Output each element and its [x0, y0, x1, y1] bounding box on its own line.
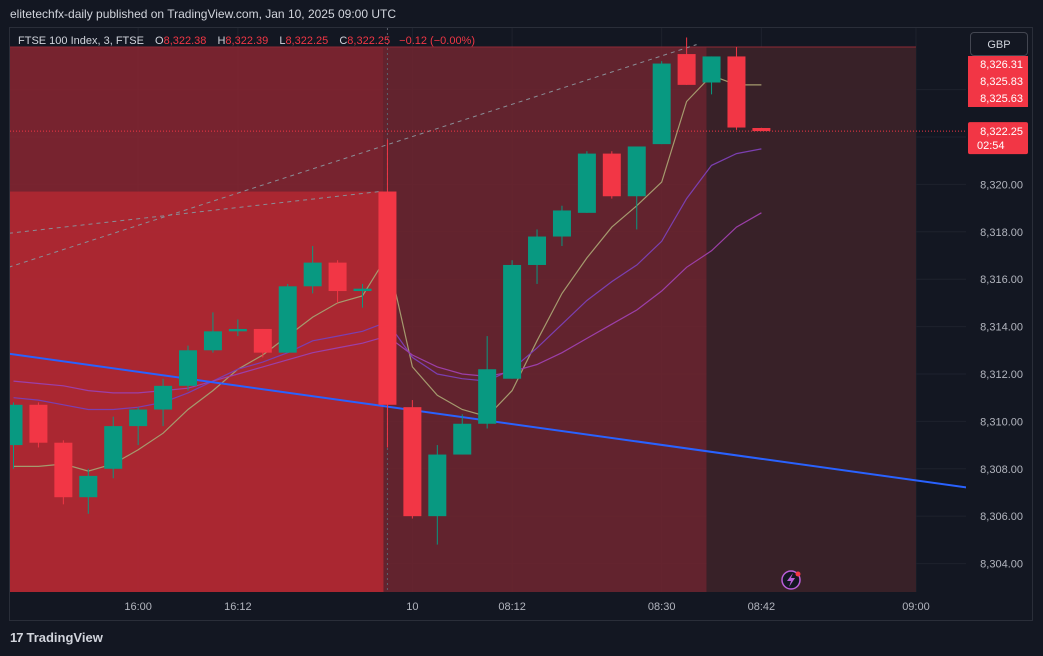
symbol-name: FTSE 100 Index, 3, FTSE: [18, 35, 144, 47]
candle-body: [29, 404, 48, 443]
symbol-legend: FTSE 100 Index, 3, FTSE O8,322.38 H8,322…: [18, 35, 475, 47]
candle-body: [702, 56, 721, 83]
price-tag-label: 8,325.63: [980, 93, 1023, 105]
price-axis-label: 8,316.00: [980, 274, 1023, 286]
candle-body: [303, 262, 322, 287]
price-axis-label: 8,306.00: [980, 511, 1023, 523]
time-axis-label: 09:00: [902, 601, 930, 613]
open-label: O: [155, 35, 164, 47]
price-axis-label: 8,310.00: [980, 416, 1023, 428]
high-value: 8,322.39: [225, 35, 269, 47]
price-tag: [968, 90, 1028, 107]
last-price-tag: [968, 122, 1028, 155]
candle-body: [328, 262, 347, 292]
plot-area: [10, 28, 966, 592]
change-value: −0.12 (−0.00%): [399, 35, 476, 47]
close-value: 8,322.25: [347, 35, 391, 47]
candle-body: [528, 236, 547, 265]
candle-body: [453, 423, 472, 455]
candle-body: [752, 128, 771, 132]
brand-name: TradingView: [26, 630, 103, 645]
price-axis-label: 8,314.00: [980, 322, 1023, 334]
candle-body: [652, 63, 671, 145]
time-axis-label: 16:00: [124, 601, 152, 613]
highlight-zone: [706, 46, 916, 592]
price-tag-label: 8,325.83: [980, 76, 1023, 88]
candle-body: [552, 210, 571, 237]
candle-body: [577, 153, 596, 213]
candle-body: [503, 264, 522, 379]
candle-body: [228, 328, 247, 332]
candle-body: [253, 328, 272, 353]
candle-body: [378, 191, 397, 405]
low-value: 8,322.25: [285, 35, 329, 47]
chart-frame: [9, 27, 1033, 621]
high-label: H: [217, 35, 226, 47]
candle-body: [478, 369, 497, 424]
candle-body: [104, 426, 123, 469]
candle-body: [278, 286, 297, 353]
price-tag: [968, 56, 1028, 73]
dashed-projection-line: [10, 44, 697, 268]
price-axis-label: 8,312.00: [980, 369, 1023, 381]
candle-body: [403, 407, 422, 517]
countdown-label: 02:54: [977, 140, 1005, 152]
open-value: 8,322.38: [163, 35, 207, 47]
highlight-zone: [10, 191, 384, 592]
notification-dot: [795, 571, 801, 577]
time-axis-label: 10: [406, 601, 418, 613]
candle-body: [727, 56, 746, 128]
currency-button[interactable]: GBP: [970, 32, 1028, 56]
tradingview-logo-icon: 17: [10, 630, 24, 645]
candle-body: [79, 475, 98, 498]
highlight-zone: [10, 46, 384, 192]
low-label: L: [279, 35, 286, 47]
candle-body: [203, 331, 222, 351]
time-axis-label: 08:30: [648, 601, 676, 613]
candle-body: [428, 454, 447, 517]
publish-caption: elitetechfx-daily published on TradingVi…: [10, 7, 397, 21]
lightning-icon-bolt: [787, 573, 795, 587]
time-axis-label: 08:12: [498, 601, 526, 613]
candle-body: [129, 409, 148, 427]
candle-body: [10, 404, 23, 446]
last-price-label: 8,322.25: [980, 126, 1023, 138]
candle-body: [627, 146, 646, 197]
time-axis-label: 08:42: [748, 601, 776, 613]
candle-body: [154, 385, 173, 410]
price-tag-label: 8,326.31: [980, 59, 1023, 71]
close-label: C: [339, 35, 348, 47]
price-axis-label: 8,320.00: [980, 179, 1023, 191]
tradingview-logo[interactable]: 17 TradingView: [10, 630, 103, 645]
candle-body: [677, 54, 696, 85]
candle-body: [353, 288, 372, 292]
candle-body: [179, 350, 198, 386]
candle-body: [54, 442, 73, 498]
price-axis-label: 8,308.00: [980, 464, 1023, 476]
price-tag: [968, 73, 1028, 90]
price-axis-label: 8,304.00: [980, 559, 1023, 571]
candle-body: [602, 153, 621, 197]
time-axis-label: 16:12: [224, 601, 252, 613]
price-axis-label: 8,318.00: [980, 227, 1023, 239]
